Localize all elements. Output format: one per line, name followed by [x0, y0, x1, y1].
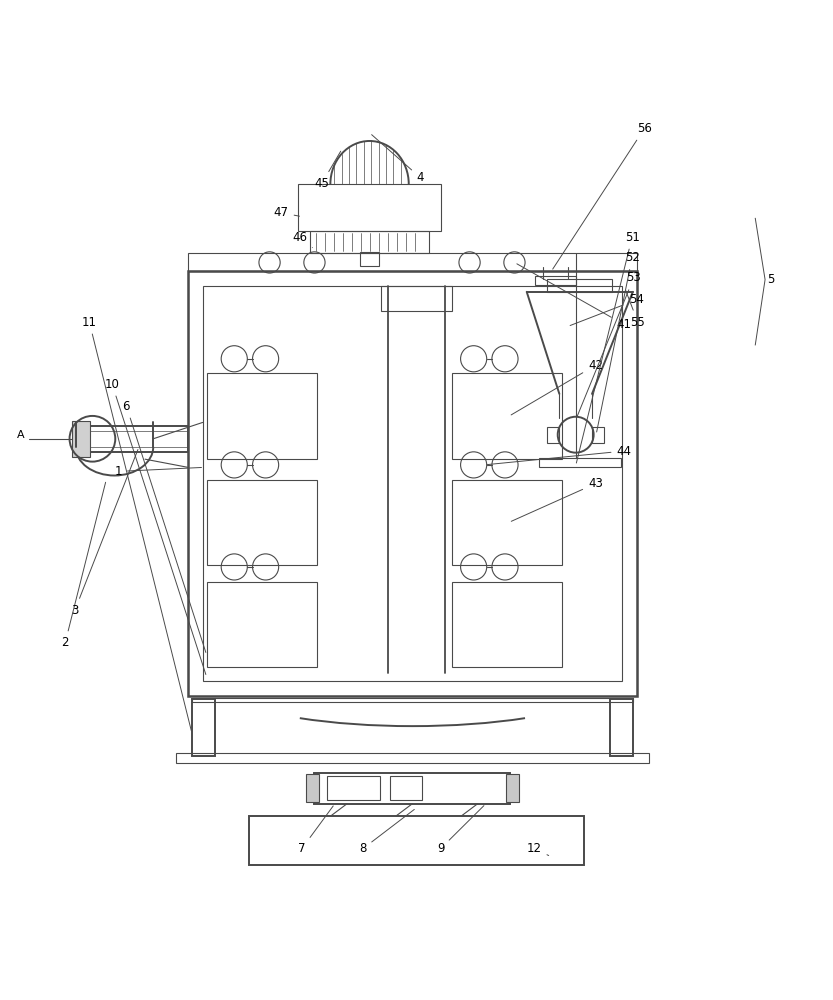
Text: A: A	[17, 430, 24, 440]
Text: 46: 46	[292, 231, 312, 248]
Bar	[506, 774, 518, 802]
Bar	[307, 774, 318, 802]
Bar	[547, 427, 560, 443]
Bar	[451, 480, 561, 565]
Text: 2: 2	[62, 482, 106, 649]
Bar	[72, 421, 90, 457]
Text: 42: 42	[511, 359, 603, 415]
Text: 6: 6	[122, 400, 206, 652]
Bar	[86, 426, 188, 452]
Bar	[451, 582, 561, 667]
Bar	[188, 271, 637, 696]
Bar	[207, 373, 317, 459]
Bar	[298, 184, 441, 231]
Bar	[382, 286, 451, 311]
Bar	[192, 699, 215, 756]
Text: 12: 12	[526, 842, 549, 856]
Bar	[314, 773, 511, 804]
Text: 5: 5	[767, 273, 775, 286]
Bar	[360, 252, 379, 266]
Text: 41: 41	[516, 264, 631, 331]
Bar	[539, 458, 621, 467]
Bar	[592, 427, 604, 443]
Text: 45: 45	[314, 151, 341, 190]
Bar	[390, 776, 421, 800]
Text: 8: 8	[359, 809, 414, 855]
Bar	[311, 231, 429, 253]
Bar	[192, 698, 633, 702]
Bar	[249, 816, 584, 865]
Text: 53: 53	[576, 271, 641, 417]
Text: 55: 55	[626, 290, 645, 329]
Bar	[188, 253, 637, 271]
Bar	[207, 582, 317, 667]
Bar	[327, 776, 380, 800]
Text: 3: 3	[71, 450, 138, 617]
Text: 7: 7	[298, 806, 333, 855]
Bar	[451, 373, 561, 459]
Bar	[207, 480, 317, 565]
Bar	[547, 279, 612, 292]
Text: 52: 52	[596, 251, 640, 432]
Text: 51: 51	[576, 231, 640, 463]
Text: 1: 1	[114, 465, 202, 478]
Bar	[202, 286, 622, 681]
Bar	[535, 276, 576, 285]
Text: 47: 47	[273, 206, 300, 219]
Text: 56: 56	[553, 122, 651, 269]
Text: 11: 11	[82, 316, 192, 731]
Text: 54: 54	[570, 293, 644, 326]
Text: 43: 43	[511, 477, 603, 521]
Bar	[610, 699, 633, 756]
Bar	[176, 753, 649, 763]
Text: 10: 10	[105, 378, 206, 674]
Text: 4: 4	[372, 135, 424, 184]
Text: 44: 44	[487, 445, 631, 465]
Text: 9: 9	[436, 806, 484, 855]
